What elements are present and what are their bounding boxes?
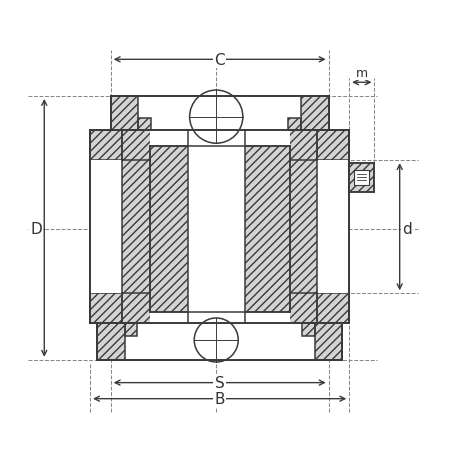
Bar [353, 171, 369, 185]
Bar [150, 131, 289, 323]
Bar [90, 131, 348, 323]
Bar [288, 118, 301, 131]
Text: C: C [214, 53, 224, 67]
Bar [302, 323, 314, 336]
Bar [124, 323, 137, 336]
Circle shape [189, 91, 242, 144]
Bar [138, 97, 301, 131]
Bar [316, 294, 348, 323]
Bar [348, 163, 374, 193]
Text: B: B [214, 392, 224, 406]
Text: D: D [30, 222, 42, 237]
Bar [138, 118, 151, 131]
Circle shape [194, 318, 238, 362]
Bar [90, 161, 122, 294]
Text: d: d [401, 222, 411, 237]
Bar [90, 294, 122, 323]
Bar [97, 323, 341, 360]
Bar [203, 325, 229, 347]
Bar [124, 323, 314, 360]
Bar [111, 97, 328, 131]
Bar [90, 131, 122, 161]
Bar [316, 161, 348, 294]
Text: m: m [355, 67, 367, 79]
Text: S: S [214, 375, 224, 390]
Bar [150, 147, 289, 312]
Bar [187, 131, 244, 323]
Bar [316, 131, 348, 161]
